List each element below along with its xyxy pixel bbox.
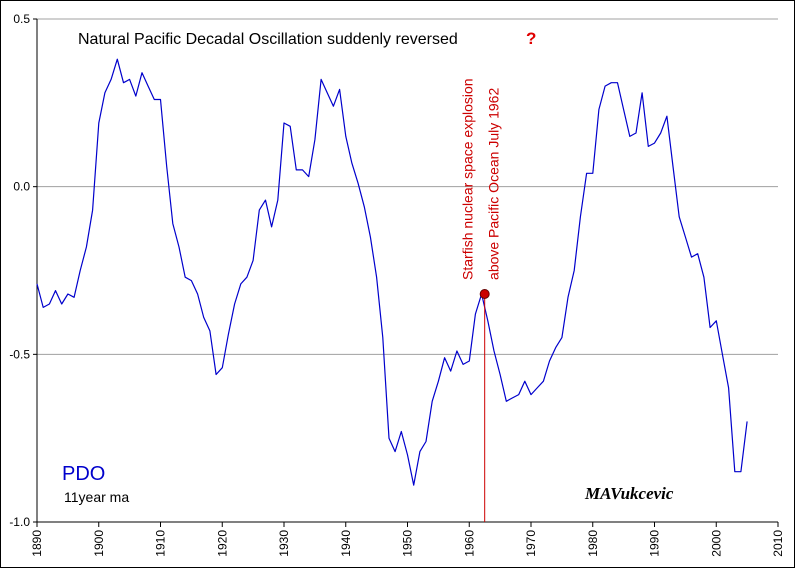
- x-tick-label: 2010: [771, 530, 785, 557]
- x-tick-label: 1970: [524, 530, 538, 557]
- x-tick-label: 1950: [401, 530, 415, 557]
- x-tick-label: 1910: [154, 530, 168, 557]
- author-signature: MAVukcevic: [584, 484, 674, 503]
- x-tick-label: 1990: [648, 530, 662, 557]
- x-tick-label: 1960: [462, 530, 476, 557]
- series-note: 11year ma: [64, 489, 129, 505]
- x-tick-label: 1920: [215, 530, 229, 557]
- x-tick-label: 1940: [339, 530, 353, 557]
- x-tick-label: 2000: [709, 530, 723, 557]
- x-tick-label: 1930: [277, 530, 291, 557]
- annotation-text-line2: above Pacific Ocean July 1962: [486, 88, 502, 280]
- annotation-text-line1: Starfish nuclear space explosion: [460, 78, 476, 280]
- x-tick-label: 1900: [92, 530, 106, 557]
- title-question-mark: ?: [526, 29, 536, 48]
- y-tick-label: -1.0: [9, 515, 30, 529]
- y-tick-label: 0.5: [13, 12, 30, 26]
- series-pdo: [36, 58, 748, 486]
- x-tick-label: 1890: [30, 530, 44, 557]
- annotation: Starfish nuclear space explosion above P…: [460, 78, 502, 522]
- series-label-pdo: PDO: [62, 463, 105, 485]
- chart-title: Natural Pacific Decadal Oscillation sudd…: [78, 31, 458, 48]
- annotation-marker: [479, 288, 490, 299]
- y-tick-label: -0.5: [9, 347, 30, 361]
- axes: [33, 18, 779, 527]
- y-tick-label: 0.0: [13, 180, 30, 194]
- series-line-pdo: [36, 58, 748, 486]
- x-tick-label: 1980: [586, 530, 600, 557]
